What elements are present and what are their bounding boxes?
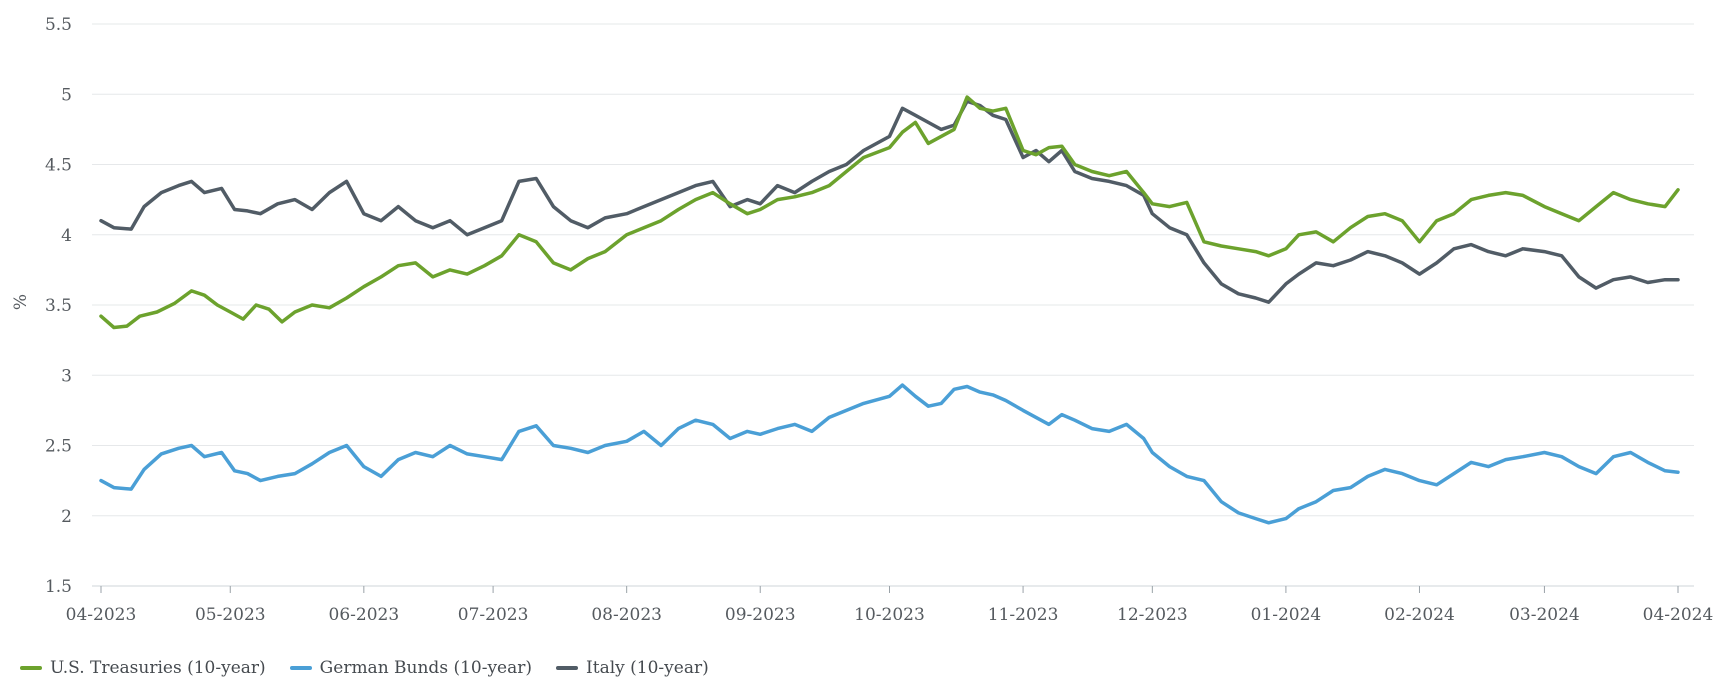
legend-label-german-bunds: German Bunds (10-year) <box>319 658 533 678</box>
legend-label-us-treasuries: U.S. Treasuries (10-year) <box>50 658 266 678</box>
gridlines <box>92 23 1694 587</box>
x-axis-ticks: 04-2023 05-2023 06-2023 07-2023 08-2023 09-20… <box>66 586 1714 625</box>
x-tick-label: 03-2024 <box>1509 605 1580 625</box>
series-line-italy-10-year[interactable] <box>99 99 1680 304</box>
legend-swatch-german-bunds <box>289 666 312 670</box>
legend-item-italy[interactable]: Italy (10-year) <box>556 658 709 678</box>
legend-item-german-bunds[interactable]: German Bunds (10-year) <box>289 658 533 678</box>
y-axis-ticks: 1.5 2 2.5 3 3.5 4 4.5 5 5.5 <box>45 15 72 597</box>
x-tick-label: 12-2023 <box>1117 605 1188 625</box>
series-line-u-s-treasuries-10-year[interactable] <box>99 95 1680 330</box>
y-tick-label: 4.5 <box>45 156 72 176</box>
x-tick-label: 05-2023 <box>195 605 266 625</box>
y-tick-label: 2 <box>61 507 72 527</box>
x-tick-label: 09-2023 <box>725 605 796 625</box>
y-tick-label: 2.5 <box>45 437 72 457</box>
x-tick-label: 07-2023 <box>458 605 529 625</box>
x-tick-label: 04-2024 <box>1643 605 1714 625</box>
series-line-german-bunds-10-year[interactable] <box>99 383 1680 525</box>
y-tick-label: 4 <box>61 226 72 246</box>
x-tick-label: 04-2023 <box>66 605 137 625</box>
x-tick-label: 01-2024 <box>1251 605 1322 625</box>
x-tick-label: 02-2024 <box>1384 605 1455 625</box>
legend-swatch-italy <box>556 666 579 670</box>
y-tick-label: 5.5 <box>45 15 72 35</box>
x-tick-label: 06-2023 <box>329 605 400 625</box>
legend-label-italy: Italy (10-year) <box>586 658 709 678</box>
legend: U.S. Treasuries (10-year) German Bunds (… <box>20 658 733 678</box>
x-tick-label: 11-2023 <box>988 605 1059 625</box>
y-axis-title: % <box>11 294 31 310</box>
x-tick-label: 10-2023 <box>854 605 925 625</box>
legend-swatch-us-treasuries <box>20 666 42 670</box>
y-tick-label: 3 <box>61 366 72 386</box>
y-tick-label: 1.5 <box>45 577 72 597</box>
x-tick-label: 08-2023 <box>591 605 662 625</box>
legend-item-us-treasuries[interactable]: U.S. Treasuries (10-year) <box>20 658 266 678</box>
y-tick-label: 3.5 <box>45 296 72 316</box>
y-tick-label: 5 <box>61 85 72 105</box>
series-lines <box>99 95 1680 525</box>
